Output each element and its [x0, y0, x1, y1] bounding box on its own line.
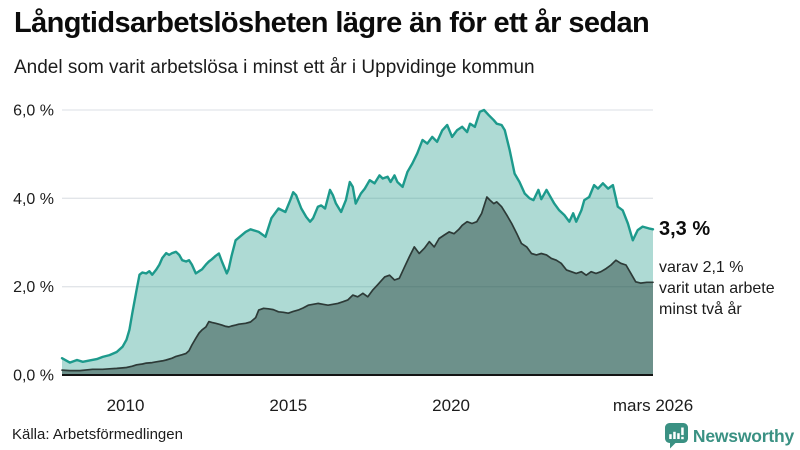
- series-end-value-label: 3,3 %: [659, 218, 711, 240]
- newsworthy-logo-icon: [664, 423, 688, 449]
- x-axis-tick-label: 2010: [107, 396, 145, 415]
- y-axis-tick-label: 6,0 %: [13, 103, 54, 120]
- brand-logo: Newsworthy: [664, 423, 794, 449]
- y-axis-tick-label: 2,0 %: [13, 279, 54, 296]
- note-line: varit utan arbete: [659, 280, 775, 297]
- note-line: varav 2,1 %: [659, 259, 744, 276]
- note-line: minst två år: [659, 301, 742, 318]
- x-axis-tick-label: mars 2026: [613, 396, 693, 415]
- brand-wordmark: Newsworthy: [692, 425, 794, 446]
- chart-subtitle: Andel som varit arbetslösa i minst ett å…: [14, 57, 535, 78]
- series-line-1: [60, 108, 655, 364]
- series-area-1: [62, 110, 653, 375]
- x-axis-tick-label: 2015: [269, 396, 307, 415]
- area-chart: 0,0 % 2,0 % 4,0 % 6,0 % 2010 2015 2020 mars 202…: [13, 103, 693, 416]
- y-axis-tick-label: 0,0 %: [13, 368, 54, 385]
- source-credit: Källa: Arbetsförmedlingen: [12, 426, 183, 443]
- series-area-2: [62, 197, 653, 375]
- series-line-2: [61, 196, 654, 372]
- y-axis-tick-label: 4,0 %: [13, 191, 54, 208]
- chart-title: Långtidsarbetslösheten lägre än för ett …: [14, 7, 650, 39]
- x-axis-tick-label: 2020: [432, 396, 470, 415]
- series-note: varav 2,1 % varit utan arbete minst två …: [659, 257, 775, 320]
